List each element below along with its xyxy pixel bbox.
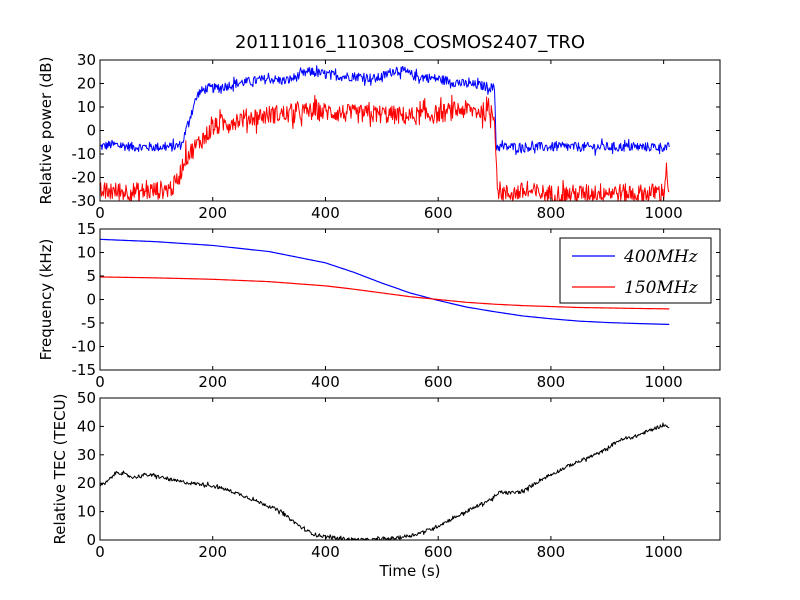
frequency-xtick-label: 400 <box>311 373 340 391</box>
tec-xlabel: Time (s) <box>379 562 441 580</box>
frequency-ytick-label: 5 <box>86 267 96 285</box>
tec-axes-frame <box>99 397 721 541</box>
power-xtick-label: 1000 <box>645 204 683 222</box>
tec-ytick-label: 10 <box>77 503 96 521</box>
frequency-ylabel: Frequency (kHz) <box>37 239 55 361</box>
power-xtick-label: 400 <box>311 204 340 222</box>
power-xtick-label: 800 <box>537 204 566 222</box>
frequency-xtick-label: 800 <box>537 373 566 391</box>
frequency-xtick-label: 0 <box>95 373 105 391</box>
power-ytick-label: 20 <box>77 75 96 93</box>
relative-tec-panel: 0 200 400 600 800 1000 0 10 20 30 40 50 Relative TEC… <box>51 389 721 580</box>
power-xtick-label: 600 <box>424 204 453 222</box>
power-ytick-label: 30 <box>77 51 96 69</box>
tec-ytick-label: 20 <box>77 474 96 492</box>
relative-power-panel: 0 200 400 600 800 1000 -30 -20 -10 0 10 20 30 Relativ… <box>37 51 721 222</box>
frequency-ytick-label: 10 <box>77 244 96 262</box>
frequency-panel: 0 200 400 600 800 1000 -15 -10 -5 0 5 10 15 Frequency… <box>37 220 721 391</box>
frequency-series-150mhz-line <box>100 276 670 310</box>
power-axes-frame <box>99 59 721 202</box>
power-xtick-label: 0 <box>95 204 105 222</box>
power-series-1-line <box>100 65 670 156</box>
tec-ytick-label: 30 <box>77 446 96 464</box>
legend-label-400mhz: 400MHz <box>623 247 699 267</box>
frequency-ytick-label: -10 <box>72 338 97 356</box>
tec-ylabel: Relative TEC (TECU) <box>51 394 69 545</box>
frequency-ytick-label: -5 <box>81 314 96 332</box>
power-ytick-label: -10 <box>72 145 97 163</box>
legend-box <box>559 237 712 304</box>
power-ylabel: Relative power (dB) <box>37 57 55 205</box>
tec-xtick-label: 400 <box>311 543 340 561</box>
tec-ytick-label: 40 <box>77 417 96 435</box>
tec-ytick-label: 50 <box>77 389 96 407</box>
figure-title: 20111016_110308_COSMOS2407_TRO <box>235 32 585 53</box>
frequency-ytick-label: 0 <box>86 291 96 309</box>
power-ytick-label: -30 <box>72 192 97 210</box>
power-xtick-label: 200 <box>198 204 227 222</box>
tec-xtick-label: 600 <box>424 543 453 561</box>
tec-xtick-label: 800 <box>537 543 566 561</box>
frequency-legend: 400MHz 150MHz <box>559 237 712 304</box>
tec-xtick-label: 1000 <box>645 543 683 561</box>
frequency-ytick-label: 15 <box>77 220 96 238</box>
tec-xtick-label: 0 <box>95 543 105 561</box>
tec-series-1-line <box>100 422 670 540</box>
frequency-series-400mhz-line <box>100 238 670 326</box>
power-ytick-label: -20 <box>72 169 97 187</box>
frequency-xtick-label: 200 <box>198 373 227 391</box>
frequency-xtick-label: 1000 <box>645 373 683 391</box>
legend-label-150mhz: 150MHz <box>624 278 699 298</box>
power-series-2-line <box>100 94 670 201</box>
frequency-ytick-label: -15 <box>72 361 97 379</box>
power-ytick-label: 0 <box>86 122 96 140</box>
frequency-xtick-label: 600 <box>424 373 453 391</box>
tec-xtick-label: 200 <box>198 543 227 561</box>
power-ytick-label: 10 <box>77 98 96 116</box>
tec-ytick-label: 0 <box>86 531 96 549</box>
